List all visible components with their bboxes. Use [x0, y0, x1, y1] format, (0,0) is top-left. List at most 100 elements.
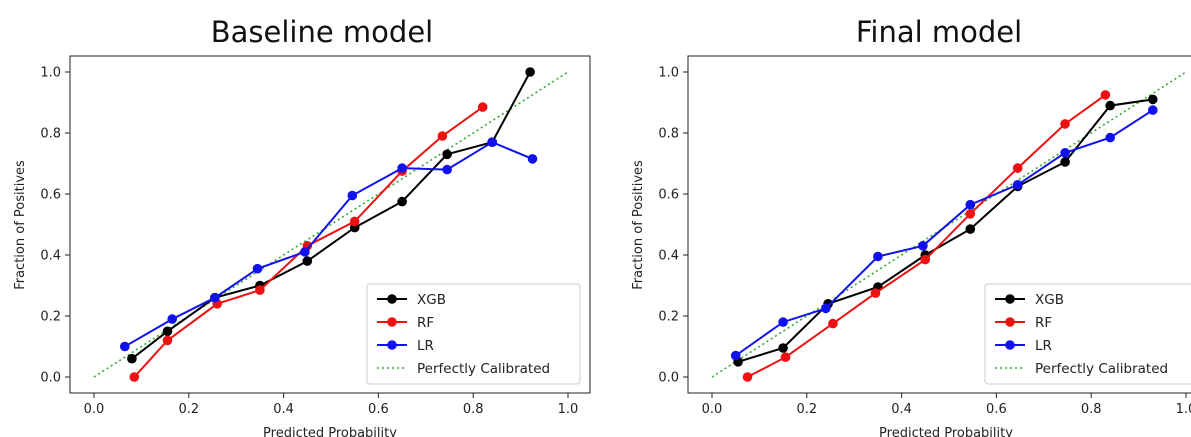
x-axis-label: Predicted Probability — [263, 426, 397, 437]
y-tick-label: 0.8 — [658, 127, 679, 142]
x-tick-label: 0.6 — [986, 402, 1007, 417]
data-point-xgb — [397, 196, 407, 207]
data-point-rf — [1060, 119, 1070, 129]
baseline-calibration-panel: Baseline model 0.0 0.2 0.4 0.6 0.8 1.00.00.20… — [13, 15, 591, 437]
data-point-rf — [437, 131, 448, 141]
legend-label: RF — [417, 315, 434, 331]
y-tick-label: 1.0 — [40, 66, 61, 81]
data-point-xgb — [1060, 157, 1070, 167]
legend-box — [366, 283, 581, 385]
y-axis-label: Fraction of Positives — [631, 160, 646, 290]
legend-marker-rf — [1005, 317, 1015, 327]
plot-frame — [687, 55, 1191, 394]
data-point-lr — [300, 247, 310, 257]
series-line-xgb — [737, 98, 1153, 363]
y-tick-label: 0.0 — [658, 371, 679, 386]
data-point-xgb — [302, 256, 313, 266]
data-point-lr — [120, 341, 130, 352]
y-tick-label: 0.6 — [658, 188, 679, 203]
legend-label: RF — [1035, 315, 1052, 331]
data-point-xgb — [442, 149, 452, 160]
data-point-rf — [349, 216, 360, 227]
x-tick-label: 0.4 — [273, 402, 294, 417]
data-point-rf — [920, 254, 931, 265]
x-tick-label: 0.2 — [178, 402, 199, 417]
data-point-lr — [252, 263, 263, 274]
data-point-xgb — [965, 224, 976, 234]
legend: XGB RF LR Perfectly Calibrated — [366, 283, 581, 385]
data-point-lr — [1012, 180, 1023, 190]
data-point-xgb — [525, 67, 535, 77]
data-point-lr — [442, 164, 452, 175]
final-calibration-panel: Final model 0.0 0.2 0.4 0.6 0.8 1.0 0.0 0.2 0.4 0… — [631, 15, 1191, 437]
y-tick-label: 0.2 — [658, 310, 679, 325]
data-point-rf — [162, 335, 173, 346]
series-line-xgb — [131, 71, 531, 360]
plot-frame — [69, 55, 591, 394]
data-point-lr — [1148, 105, 1158, 115]
data-point-lr — [730, 350, 741, 361]
data-point-lr — [397, 163, 407, 173]
data-point-rf — [965, 209, 976, 219]
legend-label: Perfectly Calibrated — [417, 361, 550, 377]
legend-marker-xgb — [1005, 294, 1015, 304]
data-point-lr — [918, 241, 928, 251]
series-layer — [93, 67, 569, 382]
data-point-rf — [255, 285, 265, 295]
data-point-lr — [1105, 132, 1115, 143]
axis-ticks: 0.0 0.2 0.4 0.6 0.8 1.0 0.0 0.2 0.4 0.6 0.8 1.0 — [658, 66, 1191, 418]
series-line-perfectly-calibrated — [711, 71, 1187, 378]
x-tick-label: 0.8 — [1081, 402, 1102, 417]
data-point-lr — [167, 314, 177, 324]
data-point-lr — [1060, 148, 1070, 158]
y-tick-label: 0.6 — [40, 188, 61, 203]
data-point-rf — [129, 372, 140, 382]
legend-label: LR — [417, 338, 434, 354]
data-point-lr — [821, 303, 831, 314]
y-tick-label: 0.4 — [40, 249, 61, 264]
x-tick-label: 0.6 — [368, 402, 389, 417]
legend-label: Perfectly Calibrated — [1035, 361, 1168, 377]
x-tick-label: 0.0 — [702, 402, 723, 417]
axis-ticks: 0.0 0.2 0.4 0.6 0.8 1.0 0.0 0.2 0.4 0.6 0.8 1.0 — [40, 66, 578, 418]
data-point-lr — [778, 317, 788, 327]
series-line-lr — [124, 141, 533, 348]
data-point-xgb — [162, 326, 173, 337]
y-tick-label: 0.8 — [40, 127, 61, 142]
legend-box — [984, 283, 1191, 385]
x-tick-label: 0.0 — [84, 402, 105, 417]
x-tick-label: 0.4 — [891, 402, 912, 417]
data-point-lr — [210, 292, 220, 303]
data-point-lr — [965, 199, 976, 210]
data-point-xgb — [1148, 94, 1158, 105]
legend-marker-rf — [387, 317, 397, 327]
series-layer — [711, 71, 1187, 382]
legend: XGB RF LR Perfectly Calibrated — [984, 283, 1191, 385]
x-tick-label: 0.8 — [463, 402, 484, 417]
legend-marker-xgb — [387, 294, 397, 304]
x-tick-label: 0.2 — [796, 402, 817, 417]
data-point-rf — [870, 288, 881, 298]
legend-marker-lr — [1005, 340, 1015, 350]
data-point-rf — [477, 102, 488, 112]
data-point-rf — [742, 372, 753, 382]
y-tick-label: 0.4 — [658, 249, 679, 264]
x-tick-label: 1.0 — [558, 402, 579, 417]
chart-title: Baseline model — [211, 15, 433, 49]
series-line-perfectly-calibrated — [93, 71, 569, 378]
y-axis-label: Fraction of Positives — [13, 160, 28, 290]
x-tick-label: 1.0 — [1176, 402, 1191, 417]
data-point-xgb — [778, 343, 788, 353]
legend-label: XGB — [417, 292, 446, 308]
chart-title: Final model — [856, 15, 1022, 49]
legend-label: LR — [1035, 338, 1052, 354]
data-point-xgb — [1105, 100, 1115, 111]
y-tick-label: 0.2 — [40, 310, 61, 325]
x-axis-label: Predicted Probability — [879, 426, 1013, 437]
legend-marker-lr — [387, 340, 397, 350]
legend-label: XGB — [1035, 292, 1064, 308]
y-tick-label: 0.0 — [40, 371, 61, 386]
data-point-lr — [873, 251, 883, 262]
data-point-rf — [1100, 90, 1111, 100]
